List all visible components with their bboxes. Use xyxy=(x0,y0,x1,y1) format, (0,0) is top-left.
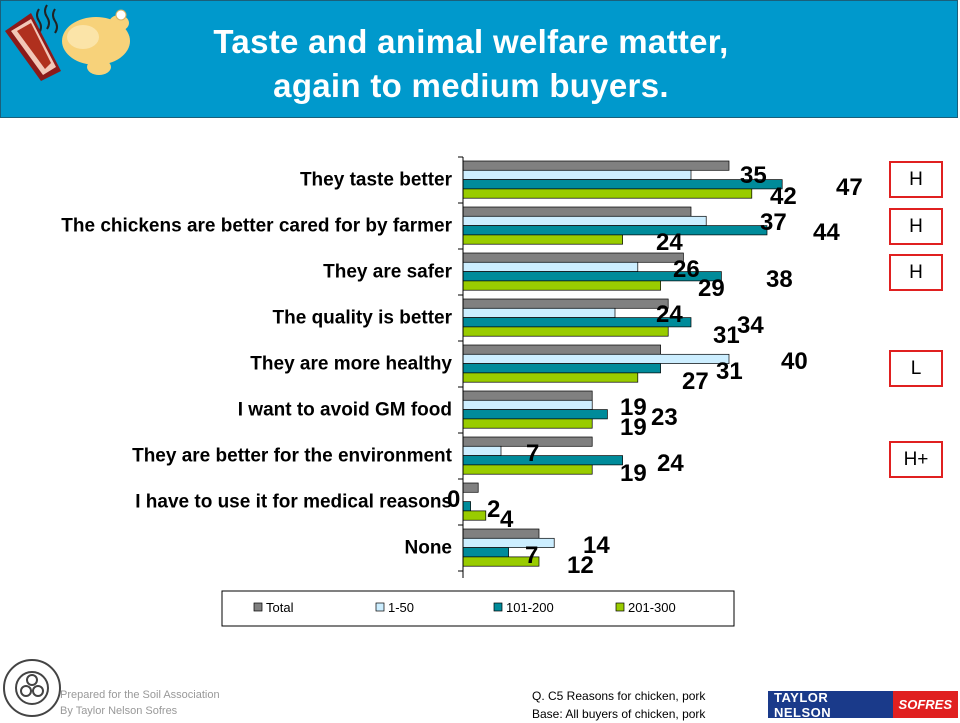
legend-label-total: Total xyxy=(266,600,294,615)
page-title-line-2: again to medium buyers. xyxy=(273,67,669,104)
bar-101-200-6 xyxy=(462,409,608,420)
data-label-5-1: 40 xyxy=(781,348,808,375)
bar-total-3 xyxy=(462,252,684,263)
data-label-9-3: 12 xyxy=(567,552,594,579)
data-label-8-3: 4 xyxy=(500,506,514,533)
data-label-3-1: 26 xyxy=(673,256,700,283)
significance-marker-3: H xyxy=(889,254,943,291)
bar-1-50-5 xyxy=(462,353,730,364)
data-label-7-3: 19 xyxy=(620,460,647,487)
data-label-6-3: 19 xyxy=(620,414,647,441)
bar-101-200-1 xyxy=(462,179,783,190)
bar-total-6 xyxy=(462,390,593,401)
bar-total-4 xyxy=(462,298,669,309)
bar-201-300-2 xyxy=(462,234,623,245)
legend-swatch-1-50 xyxy=(375,602,385,612)
prepared-line-1: Prepared for the Soil Association xyxy=(60,689,220,701)
legend-box xyxy=(221,590,735,627)
data-label-1-3: 42 xyxy=(770,183,797,210)
header-banner: Taste and animal welfare matter, again t… xyxy=(0,0,958,118)
legend-label-101-200: 101-200 xyxy=(506,600,554,615)
taylor-nelson-sofres-logo: TAYLOR NELSON SOFRES xyxy=(768,689,958,720)
footnote-question: Q. C5 Reasons for chicken, pork xyxy=(532,689,706,703)
legend-swatch-total xyxy=(253,602,263,612)
legend-swatch-101-200 xyxy=(493,602,503,612)
category-label-2: The chickens are better cared for by far… xyxy=(61,216,452,237)
category-label-8: I have to use it for medical reasons xyxy=(135,492,452,513)
bar-1-50-9 xyxy=(462,537,555,548)
bar-total-8 xyxy=(462,482,479,493)
prepared-by-note: Prepared for the Soil Association By Tay… xyxy=(60,687,220,719)
legend-label-201-300: 201-300 xyxy=(628,600,676,615)
category-label-7: They are better for the environment xyxy=(132,446,453,467)
soil-association-logo-icon xyxy=(3,659,61,717)
bar-1-50-3 xyxy=(462,261,639,272)
data-label-8-1: 0 xyxy=(447,486,460,513)
data-label-4-1: 24 xyxy=(656,301,683,328)
bar-101-200-9 xyxy=(462,547,509,558)
food-illustration-icon xyxy=(5,4,130,81)
data-label-6-2: 23 xyxy=(651,404,678,431)
data-label-9-2: 7 xyxy=(525,542,538,569)
data-label-8-2: 2 xyxy=(487,496,500,523)
prepared-line-2: By Taylor Nelson Sofres xyxy=(60,705,178,717)
page-title-line-1: Taste and animal welfare matter, xyxy=(213,23,729,60)
tns-logo-name: TAYLOR NELSON xyxy=(774,689,832,720)
bar-201-300-1 xyxy=(462,188,753,199)
bar-201-300-8 xyxy=(462,510,487,521)
category-label-5: They are more healthy xyxy=(250,354,452,375)
bar-1-50-6 xyxy=(462,399,593,410)
bar-1-50-4 xyxy=(462,307,616,318)
category-label-9: None xyxy=(405,538,453,559)
bar-101-200-7 xyxy=(462,455,623,466)
legend-swatch-201-300 xyxy=(615,602,625,612)
bar-1-50-1 xyxy=(462,169,692,180)
data-label-7-2: 24 xyxy=(657,450,684,477)
tns-logo-sofres: SOFRES xyxy=(892,691,958,718)
data-label-7-1: 7 xyxy=(526,440,539,467)
category-label-1: They taste better xyxy=(300,170,453,191)
question-footnote: Q. C5 Reasons for chicken, pork Base: Al… xyxy=(532,687,705,723)
bar-201-300-6 xyxy=(462,418,593,429)
data-label-3-3: 29 xyxy=(698,275,725,302)
footnote-base: Base: All buyers of chicken, pork xyxy=(532,707,706,721)
data-label-1-2: 47 xyxy=(836,174,863,201)
data-label-2-1: 37 xyxy=(760,209,787,236)
category-label-4: The quality is better xyxy=(273,308,453,329)
bar-total-2 xyxy=(462,206,692,217)
bar-101-200-5 xyxy=(462,363,661,374)
bar-101-200-2 xyxy=(462,225,768,236)
significance-marker-1: H xyxy=(889,161,943,198)
significance-marker-4: L xyxy=(889,350,943,387)
significance-marker-5: H+ xyxy=(889,441,943,478)
bar-total-1 xyxy=(462,160,730,171)
significance-marker-2: H xyxy=(889,208,943,245)
bar-101-200-8 xyxy=(462,501,471,512)
data-label-6-1: 19 xyxy=(620,394,647,421)
data-label-5-3: 27 xyxy=(682,368,709,395)
data-label-2-3: 24 xyxy=(656,229,683,256)
category-label-3: They are safer xyxy=(323,262,452,283)
data-label-2-2: 44 xyxy=(813,219,840,246)
data-label-9-1: 14 xyxy=(583,532,610,559)
bar-total-5 xyxy=(462,344,661,355)
legend-label-1-50: 1-50 xyxy=(388,600,414,615)
bar-201-300-5 xyxy=(462,372,639,383)
data-label-4-2: 34 xyxy=(737,312,764,339)
data-label-1-1: 35 xyxy=(740,162,767,189)
bar-1-50-2 xyxy=(462,215,707,226)
category-label-6: I want to avoid GM food xyxy=(238,400,452,421)
bar-201-300-4 xyxy=(462,326,669,337)
data-label-5-2: 31 xyxy=(716,358,743,385)
bar-1-50-7 xyxy=(462,445,502,456)
bar-201-300-3 xyxy=(462,280,661,291)
data-label-3-2: 38 xyxy=(766,266,793,293)
data-label-4-3: 31 xyxy=(713,322,740,349)
